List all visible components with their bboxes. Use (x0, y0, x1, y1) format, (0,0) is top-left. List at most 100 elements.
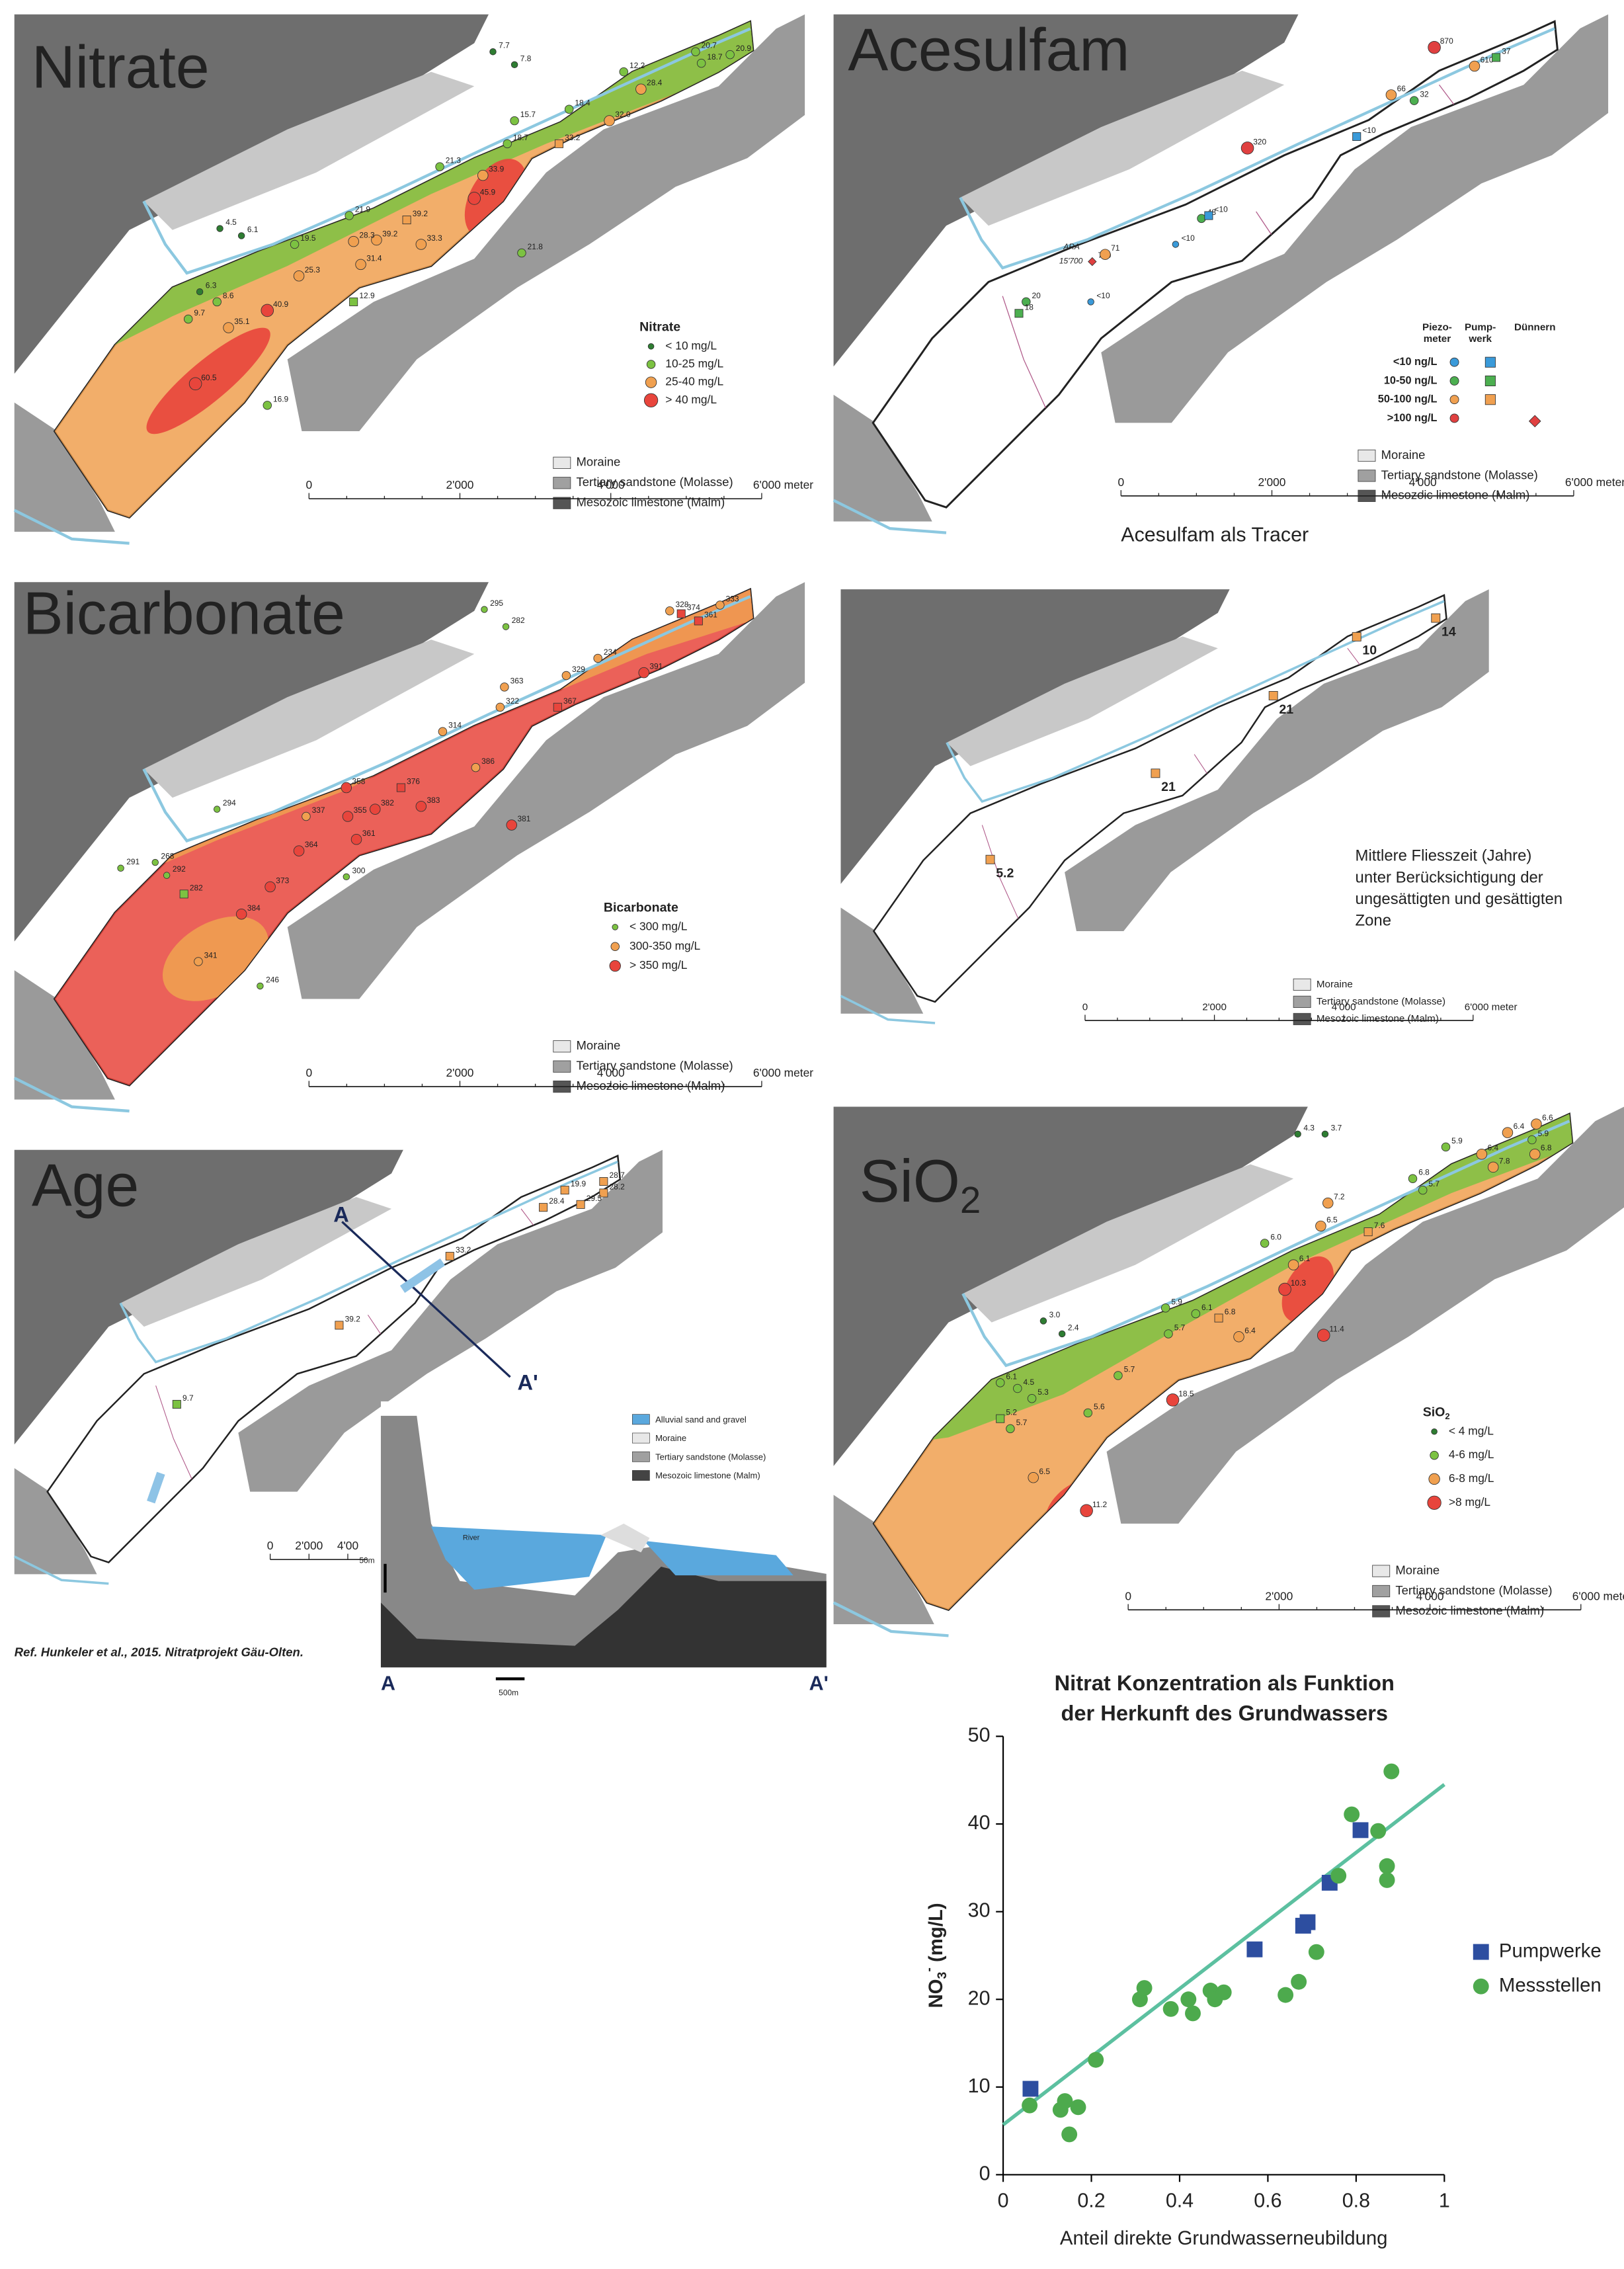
map-marker (645, 376, 657, 388)
map-marker (350, 834, 362, 845)
map-marker (445, 1252, 454, 1261)
x-tick-label: 0.4 (1166, 2190, 1194, 2212)
river (946, 600, 1445, 804)
data-point (1070, 2099, 1086, 2116)
point-label: 341 (204, 950, 218, 960)
map-marker (1322, 1197, 1334, 1209)
map-marker (502, 623, 510, 630)
map-marker (1428, 40, 1441, 54)
map-title: SiO2 (860, 1147, 981, 1221)
moraine (963, 1164, 1294, 1323)
map-geography (13, 582, 805, 1113)
map-marker (438, 727, 448, 737)
point-label: 15'700 (1059, 257, 1083, 266)
legend-header: meter (1424, 333, 1451, 345)
data-point (1344, 1806, 1360, 1823)
map-marker (1487, 1161, 1499, 1173)
river (142, 27, 751, 275)
map-marker (599, 1188, 608, 1198)
legend-label: Mesozoic limestone (Malm) (655, 1471, 760, 1481)
map-panel: Acesulfam870610376632<1032048<10<10ARA15… (832, 14, 1624, 546)
y-tick-label: 40 (968, 1811, 991, 1834)
point-label: 60.5 (201, 373, 217, 382)
map-marker (1100, 249, 1111, 260)
point-label: 7.8 (1499, 1156, 1510, 1165)
scale-label: 2'000 (295, 1539, 323, 1552)
point-label: 6.3 (206, 281, 217, 290)
map-marker (341, 782, 352, 794)
map-marker (619, 67, 629, 77)
data-point (1022, 2097, 1038, 2114)
map-marker (172, 1399, 181, 1409)
legend-header: Pump- (1465, 322, 1496, 333)
map-marker (500, 682, 509, 692)
point-label: 294 (223, 798, 236, 807)
data-point (1057, 2093, 1073, 2110)
point-label: 16.9 (273, 394, 289, 403)
sandstone (1106, 1106, 1624, 1524)
note-line: ungesättigten und gesättigten (1356, 890, 1563, 908)
point-label: 5.7 (1428, 1179, 1440, 1188)
legend-label: Tertiary sandstone (Molasse) (655, 1452, 766, 1462)
map-marker (560, 1186, 569, 1195)
valley (46, 1154, 622, 1563)
scale-label: 0 (267, 1539, 274, 1552)
scale-label: 0 (1117, 475, 1124, 489)
legend-header: werk (1468, 333, 1492, 345)
point-label: 33.2 (456, 1245, 471, 1255)
map-marker (1492, 53, 1501, 62)
point-label: 329 (572, 665, 585, 674)
map-marker (1476, 1149, 1488, 1160)
scale-label: 6'000 meter (753, 478, 813, 491)
map-marker (396, 783, 405, 792)
map-marker (1409, 96, 1419, 105)
point-label: 364 (305, 840, 318, 849)
point-label: 21.9 (355, 204, 371, 214)
map-marker (1449, 376, 1459, 386)
map-marker (715, 600, 725, 610)
geology-label: Tertiary sandstone (Molasse) (1395, 1583, 1552, 1597)
map-marker (1449, 395, 1459, 405)
x-tick-label: 1 (1439, 2190, 1450, 2212)
point-label: 19.9 (571, 1179, 587, 1188)
y-tick-label: 0 (979, 2162, 991, 2184)
point-label: 66 (1397, 84, 1406, 93)
point-label: 20 (1032, 291, 1041, 300)
point-label: 7.8 (520, 54, 532, 63)
moraine (143, 71, 475, 230)
point-label: 25.3 (305, 265, 321, 274)
map-marker (1114, 1371, 1123, 1380)
valley (872, 594, 1447, 1003)
point-label: 268 (161, 852, 174, 861)
geology-label: Tertiary sandstone (Molasse) (577, 1059, 733, 1073)
title-text: Bicarbonate (23, 580, 345, 647)
point-label: 328 (676, 600, 689, 609)
legend-label: 25-40 mg/L (665, 375, 723, 388)
map-marker (1028, 1472, 1039, 1483)
map-marker (1087, 298, 1094, 306)
scale-label: 0 (305, 1066, 312, 1079)
map-marker (1385, 89, 1397, 101)
point-label: 10 (1362, 643, 1377, 658)
point-label: 300 (352, 866, 365, 875)
point-label: 295 (490, 598, 503, 608)
map-title: Nitrate (32, 34, 210, 101)
data-point (1278, 1987, 1294, 2003)
geology-swatch (1358, 470, 1376, 482)
map-marker (293, 845, 305, 856)
point-label: 373 (276, 876, 289, 885)
point-label: 28.7 (610, 1171, 626, 1180)
point-label: 5.2 (1006, 1408, 1017, 1417)
map-marker (216, 225, 223, 232)
map-marker (196, 288, 204, 296)
scale-label: 4'000 (1416, 1589, 1444, 1602)
scale-label: 2'000 (1258, 475, 1286, 489)
geology-label: Mesozoic limestone (Malm) (577, 1079, 725, 1093)
map-marker (194, 957, 203, 966)
geology-swatch (1293, 978, 1311, 991)
scale-label: 4'000 (597, 478, 625, 491)
map-marker (1058, 1330, 1066, 1338)
data-point (1352, 1822, 1369, 1838)
map-marker (477, 169, 489, 181)
point-label: 358 (352, 777, 365, 786)
